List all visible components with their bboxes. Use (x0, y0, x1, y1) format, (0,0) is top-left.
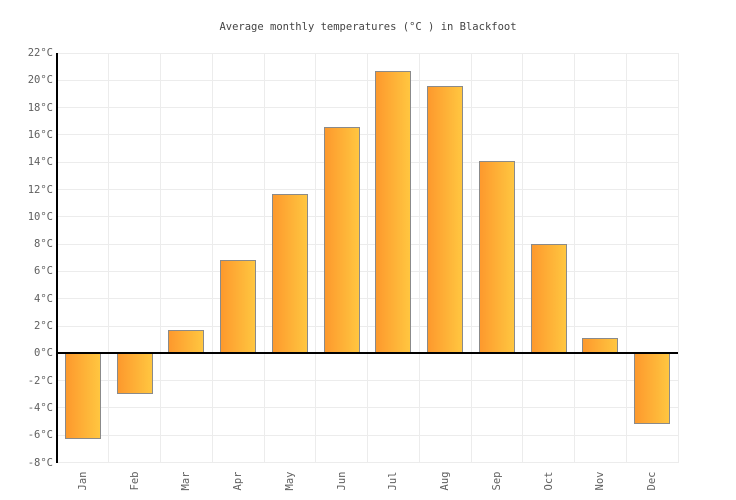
x-tick-label-apr: Apr (232, 471, 245, 491)
y-tick-label: 20°C (27, 74, 53, 87)
x-tick-label-dec: Dec (646, 471, 659, 491)
x-tick-label-nov: Nov (594, 471, 607, 491)
v-gridline (625, 53, 627, 463)
y-tick-label: 8°C (34, 238, 53, 251)
y-tick-label: 4°C (34, 292, 53, 305)
y-tick-label: 12°C (27, 183, 53, 196)
bar-mar (168, 330, 205, 354)
x-tick-label-jun: Jun (335, 471, 348, 491)
x-tick-label-mar: Mar (180, 471, 193, 491)
x-axis-zero-line (56, 352, 678, 355)
x-tick-label-feb: Feb (128, 471, 141, 491)
bar-oct (530, 244, 567, 354)
y-tick-label: 18°C (27, 101, 53, 114)
y-tick-label: 16°C (27, 128, 53, 141)
v-gridline (677, 53, 679, 463)
h-gridline (57, 462, 678, 463)
bar-dec (634, 353, 671, 425)
v-gridline (470, 53, 472, 463)
bar-apr (220, 260, 257, 354)
y-tick-label: 6°C (34, 265, 53, 278)
v-gridline (367, 53, 368, 463)
bar-sep (478, 160, 515, 354)
v-gridline (315, 53, 317, 463)
bar-nov (582, 338, 619, 354)
x-tick-label-oct: Oct (542, 471, 555, 491)
v-gridline (211, 53, 213, 463)
bar-jul (375, 70, 412, 354)
y-tick-label: -6°C (27, 429, 53, 442)
bar-jan (64, 353, 101, 440)
chart-title: Average monthly temperatures (°C ) in Bl… (219, 21, 517, 33)
v-gridline (418, 53, 420, 463)
y-tick-label: 0°C (34, 347, 53, 360)
v-gridline (263, 53, 265, 463)
x-tick-label-jul: Jul (387, 471, 400, 491)
v-gridline (160, 53, 161, 463)
bar-jun (323, 126, 360, 354)
y-tick-label: 10°C (27, 210, 53, 223)
y-tick-label: -4°C (27, 401, 53, 414)
bar-may (271, 193, 308, 354)
y-tick-label: 2°C (34, 320, 53, 332)
v-gridline (574, 53, 575, 463)
y-tick-label: -8°C (27, 456, 53, 469)
v-gridline (522, 53, 524, 463)
bar-feb (116, 353, 153, 395)
y-tick-label: -2°C (27, 374, 53, 387)
y-axis-line (56, 53, 58, 463)
x-tick-label-aug: Aug (439, 471, 452, 491)
bar-aug (427, 85, 464, 354)
x-tick-label-may: May (283, 471, 296, 491)
y-tick-label: 22°C (27, 47, 53, 59)
x-tick-label-sep: Sep (490, 471, 503, 491)
x-tick-label-jan: Jan (76, 471, 89, 491)
y-tick-label: 14°C (27, 156, 53, 169)
v-gridline (108, 53, 110, 463)
